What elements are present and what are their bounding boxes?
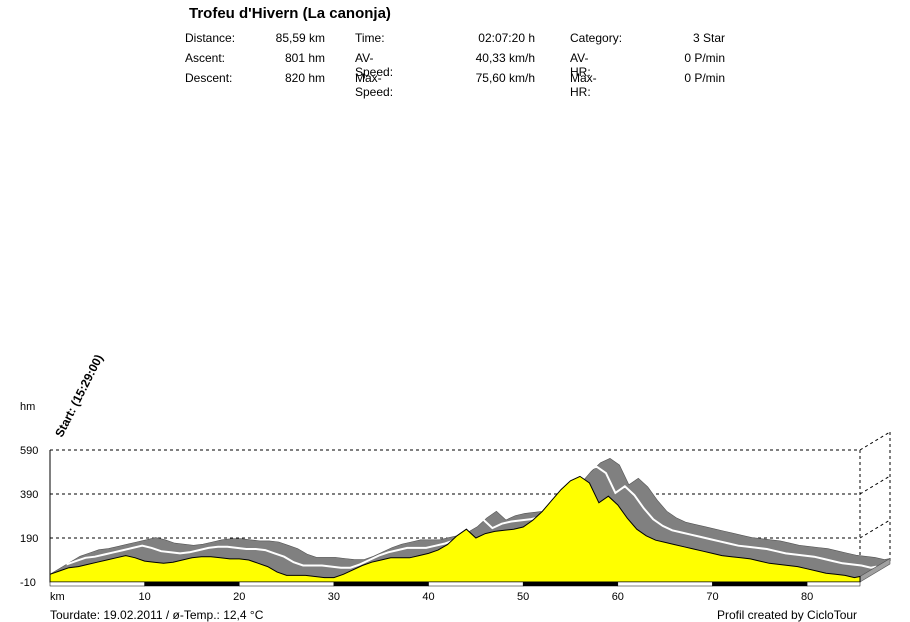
y-tick-label: 590 bbox=[20, 445, 38, 457]
x-axis-band bbox=[49, 581, 145, 587]
stat-label: AV-Speed: bbox=[355, 51, 394, 79]
stat-value: 3 Star bbox=[692, 31, 725, 45]
stat-label: Category: bbox=[570, 31, 623, 45]
profile-credit: Profil created by CicloTour bbox=[717, 608, 858, 622]
x-tick-label: 70 bbox=[706, 591, 718, 603]
x-tick-label: 10 bbox=[139, 591, 151, 603]
area-layer bbox=[49, 475, 861, 583]
y-tick-label: 390 bbox=[20, 489, 38, 501]
stat-value: 75,60 km/h bbox=[475, 71, 535, 85]
x-axis-band bbox=[428, 581, 524, 587]
elevation-area bbox=[49, 475, 861, 583]
start-label: Start: (15:29:00) bbox=[52, 352, 106, 439]
x-axis-band bbox=[144, 581, 240, 587]
x-tick-label: 80 bbox=[801, 591, 813, 603]
tour-date-temp: Tourdate: 19.02.2011 / ø-Temp.: 12,4 °C bbox=[50, 608, 264, 622]
x-axis-band bbox=[617, 581, 713, 587]
stat-value: 820 hm bbox=[284, 71, 325, 85]
x-axis-band bbox=[333, 581, 429, 587]
stat-value: 0 P/min bbox=[684, 51, 725, 65]
x-tick-label: 30 bbox=[328, 591, 340, 603]
stat-label: Descent: bbox=[185, 71, 233, 85]
stat-label: Ascent: bbox=[185, 51, 226, 65]
axis-layer: -10 190 390 590 10 20 30 40 50 60 70 80 bbox=[20, 445, 861, 603]
stat-label: Time: bbox=[355, 31, 385, 45]
x-tick-label: 50 bbox=[517, 591, 529, 603]
stat-label: Max-Speed: bbox=[355, 71, 394, 99]
stat-label: Distance: bbox=[185, 31, 236, 45]
x-tick-label: 40 bbox=[422, 591, 434, 603]
stat-label: AV-HR: bbox=[570, 51, 591, 79]
tour-title: Trofeu d'Hivern (La canonja) bbox=[189, 5, 391, 22]
x-axis-band bbox=[712, 581, 808, 587]
y-tick-label: -10 bbox=[20, 577, 36, 589]
x-axis-unit: km bbox=[50, 591, 65, 603]
stat-value: 0 P/min bbox=[684, 71, 725, 85]
gridline-depth bbox=[859, 519, 891, 539]
gridline-depth bbox=[859, 431, 891, 451]
x-tick-label: 60 bbox=[612, 591, 624, 603]
y-axis-unit: hm bbox=[20, 401, 35, 413]
x-axis-band bbox=[522, 581, 619, 587]
x-axis-band bbox=[239, 581, 335, 587]
speed-line bbox=[66, 465, 877, 569]
x-tick-label: 20 bbox=[233, 591, 245, 603]
stat-label: Max-HR: bbox=[570, 71, 597, 99]
y-tick-label: 190 bbox=[20, 533, 38, 545]
stat-value: 85,59 km bbox=[275, 31, 325, 45]
stat-value: 02:07:20 h bbox=[478, 31, 535, 45]
stat-value: 40,33 km/h bbox=[475, 51, 535, 65]
x-axis-band bbox=[806, 581, 861, 587]
gridline-depth bbox=[859, 475, 891, 495]
stat-value: 801 hm bbox=[284, 51, 325, 65]
